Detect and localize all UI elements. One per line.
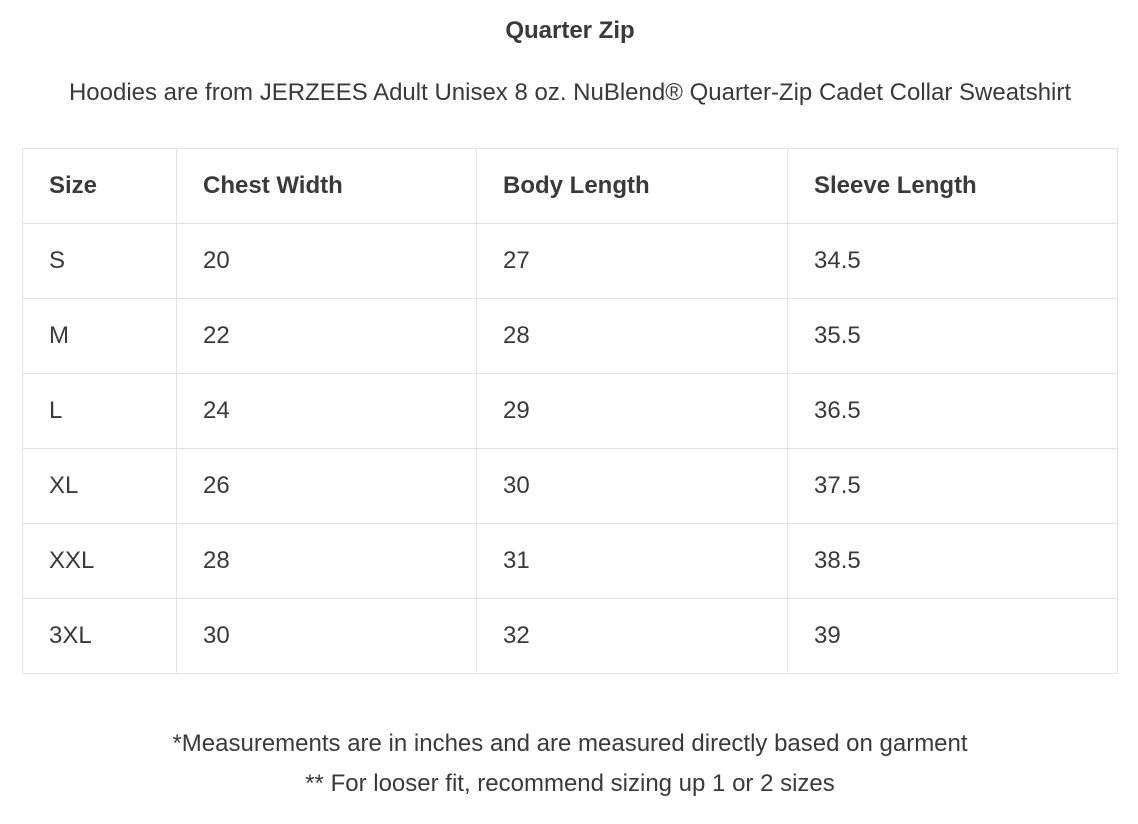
cell-body-length: 32 [476, 598, 788, 674]
cell-body-length: 30 [476, 448, 788, 524]
table-row: 3XL 30 32 39 [22, 598, 1118, 674]
cell-size: S [22, 223, 177, 299]
cell-body-length: 31 [476, 523, 788, 599]
header-chest-width: Chest Width [176, 148, 477, 224]
cell-sleeve-length: 35.5 [787, 298, 1118, 374]
cell-chest-width: 30 [176, 598, 477, 674]
cell-body-length: 27 [476, 223, 788, 299]
cell-body-length: 29 [476, 373, 788, 449]
table-row: XL 26 30 37.5 [22, 448, 1118, 524]
header-size: Size [22, 148, 177, 224]
fit-note: ** For looser fit, recommend sizing up 1… [305, 770, 835, 797]
table-row: L 24 29 36.5 [22, 373, 1118, 449]
cell-sleeve-length: 39 [787, 598, 1118, 674]
table-row: S 20 27 34.5 [22, 223, 1118, 299]
cell-chest-width: 22 [176, 298, 477, 374]
cell-size: 3XL [22, 598, 177, 674]
cell-size: L [22, 373, 177, 449]
table-row: XXL 28 31 38.5 [22, 523, 1118, 599]
measurement-note: *Measurements are in inches and are meas… [172, 730, 968, 757]
cell-sleeve-length: 34.5 [787, 223, 1118, 299]
page-title: Quarter Zip [505, 17, 635, 44]
table-row: M 22 28 35.5 [22, 298, 1118, 374]
header-body-length: Body Length [476, 148, 788, 224]
cell-sleeve-length: 38.5 [787, 523, 1118, 599]
table-header-row: Size Chest Width Body Length Sleeve Leng… [22, 148, 1118, 224]
cell-size: XL [22, 448, 177, 524]
cell-size: XXL [22, 523, 177, 599]
product-description: Hoodies are from JERZEES Adult Unisex 8 … [68, 79, 1072, 106]
header-sleeve-length: Sleeve Length [787, 148, 1118, 224]
cell-size: M [22, 298, 177, 374]
cell-chest-width: 28 [176, 523, 477, 599]
cell-chest-width: 26 [176, 448, 477, 524]
cell-chest-width: 20 [176, 223, 477, 299]
cell-sleeve-length: 37.5 [787, 448, 1118, 524]
cell-sleeve-length: 36.5 [787, 373, 1118, 449]
cell-chest-width: 24 [176, 373, 477, 449]
cell-body-length: 28 [476, 298, 788, 374]
size-chart-table: Size Chest Width Body Length Sleeve Leng… [22, 148, 1118, 674]
